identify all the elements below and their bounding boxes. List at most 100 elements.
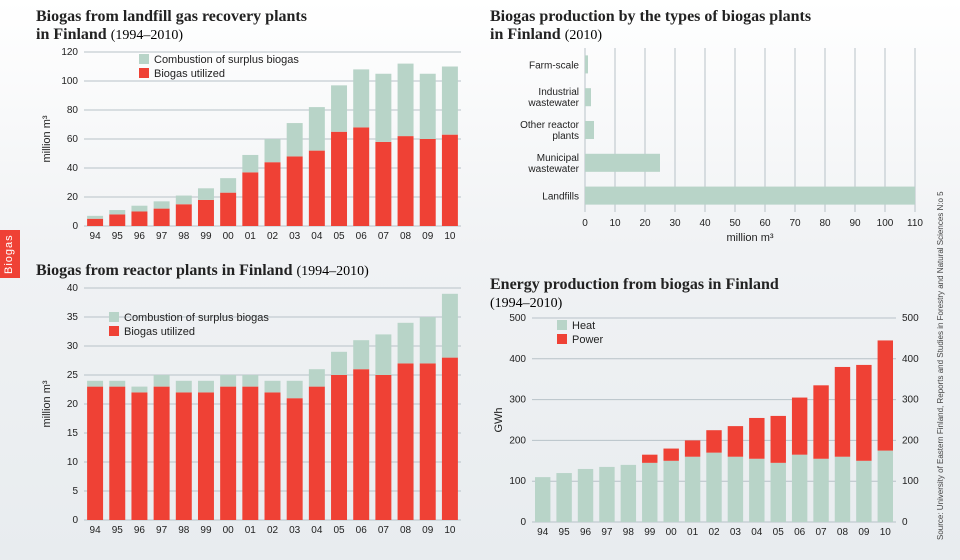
svg-text:09: 09 bbox=[858, 527, 870, 538]
svg-text:01: 01 bbox=[245, 525, 257, 536]
svg-text:03: 03 bbox=[289, 231, 301, 242]
svg-text:Industrial: Industrial bbox=[538, 87, 579, 98]
svg-text:15: 15 bbox=[67, 428, 79, 439]
chart-landfill: Biogas from landfill gas recovery plants… bbox=[36, 8, 466, 253]
svg-text:02: 02 bbox=[267, 525, 279, 536]
svg-text:98: 98 bbox=[178, 231, 190, 242]
svg-text:500: 500 bbox=[902, 313, 919, 324]
svg-text:94: 94 bbox=[537, 527, 549, 538]
svg-text:08: 08 bbox=[400, 231, 412, 242]
svg-text:plants: plants bbox=[552, 131, 579, 142]
chart-types: Biogas production by the types of biogas… bbox=[490, 8, 930, 253]
svg-text:98: 98 bbox=[623, 527, 635, 538]
chart2-title: Biogas from reactor plants in Finland bbox=[36, 262, 296, 279]
svg-text:400: 400 bbox=[509, 354, 526, 365]
chart2-range: (1994–2010) bbox=[296, 264, 368, 279]
svg-text:0: 0 bbox=[72, 221, 78, 232]
svg-text:Landfills: Landfills bbox=[542, 192, 579, 203]
svg-text:500: 500 bbox=[509, 313, 526, 324]
svg-text:10: 10 bbox=[67, 457, 79, 468]
svg-text:400: 400 bbox=[902, 354, 919, 365]
chart1-range: (1994–2010) bbox=[111, 28, 183, 43]
svg-text:97: 97 bbox=[156, 525, 168, 536]
svg-text:04: 04 bbox=[751, 527, 763, 538]
chart1-subtitle: in Finland bbox=[36, 26, 111, 43]
svg-text:05: 05 bbox=[333, 525, 345, 536]
chart1-svg: 020406080100120million m³949596979899000… bbox=[36, 44, 466, 244]
svg-text:96: 96 bbox=[134, 231, 146, 242]
svg-text:25: 25 bbox=[67, 370, 79, 381]
svg-text:97: 97 bbox=[156, 231, 168, 242]
chart-reactor: Biogas from reactor plants in Finland (1… bbox=[36, 262, 466, 552]
svg-text:wastewater: wastewater bbox=[527, 164, 579, 175]
svg-text:09: 09 bbox=[422, 525, 434, 536]
svg-text:96: 96 bbox=[580, 527, 592, 538]
svg-text:95: 95 bbox=[112, 525, 124, 536]
svg-text:08: 08 bbox=[837, 527, 849, 538]
svg-text:20: 20 bbox=[639, 218, 651, 229]
svg-text:95: 95 bbox=[112, 231, 124, 242]
svg-text:05: 05 bbox=[773, 527, 785, 538]
chart4-title: Energy production from biogas in Finland bbox=[490, 276, 779, 293]
svg-text:06: 06 bbox=[794, 527, 806, 538]
svg-text:70: 70 bbox=[789, 218, 801, 229]
svg-text:20: 20 bbox=[67, 399, 79, 410]
svg-text:07: 07 bbox=[378, 231, 390, 242]
svg-text:35: 35 bbox=[67, 312, 79, 323]
svg-text:09: 09 bbox=[422, 231, 434, 242]
svg-text:01: 01 bbox=[687, 527, 699, 538]
svg-text:04: 04 bbox=[311, 525, 323, 536]
svg-text:03: 03 bbox=[730, 527, 742, 538]
chart1-title: Biogas from landfill gas recovery plants bbox=[36, 8, 307, 25]
svg-text:02: 02 bbox=[267, 231, 279, 242]
svg-text:Power: Power bbox=[572, 334, 604, 346]
svg-text:95: 95 bbox=[559, 527, 571, 538]
svg-text:Municipal: Municipal bbox=[537, 153, 579, 164]
svg-text:06: 06 bbox=[356, 231, 368, 242]
svg-text:0: 0 bbox=[582, 218, 588, 229]
svg-text:10: 10 bbox=[444, 231, 456, 242]
svg-text:100: 100 bbox=[509, 476, 526, 487]
svg-text:million m³: million m³ bbox=[41, 380, 53, 427]
svg-text:07: 07 bbox=[815, 527, 827, 538]
svg-text:03: 03 bbox=[289, 525, 301, 536]
svg-text:200: 200 bbox=[509, 435, 526, 446]
svg-text:120: 120 bbox=[61, 47, 78, 58]
svg-text:0: 0 bbox=[520, 517, 526, 528]
svg-text:60: 60 bbox=[67, 134, 79, 145]
svg-text:01: 01 bbox=[245, 231, 257, 242]
svg-text:wastewater: wastewater bbox=[527, 98, 579, 109]
svg-text:30: 30 bbox=[669, 218, 681, 229]
svg-text:07: 07 bbox=[378, 525, 390, 536]
svg-text:30: 30 bbox=[67, 341, 79, 352]
chart4-range: (1994–2010) bbox=[490, 296, 562, 311]
svg-text:300: 300 bbox=[509, 395, 526, 406]
svg-text:100: 100 bbox=[877, 218, 894, 229]
svg-text:Biogas utilized: Biogas utilized bbox=[154, 68, 225, 80]
svg-text:Combustion of surplus biogas: Combustion of surplus biogas bbox=[124, 312, 269, 324]
sidebar-tab-biogas: Biogas bbox=[0, 230, 20, 278]
svg-text:Heat: Heat bbox=[572, 320, 595, 332]
svg-text:08: 08 bbox=[400, 525, 412, 536]
svg-text:110: 110 bbox=[907, 218, 923, 229]
svg-text:94: 94 bbox=[90, 525, 102, 536]
svg-text:300: 300 bbox=[902, 395, 919, 406]
chart3-subtitle: in Finland bbox=[490, 26, 565, 43]
svg-text:million m³: million m³ bbox=[726, 232, 773, 244]
svg-text:200: 200 bbox=[902, 435, 919, 446]
svg-text:05: 05 bbox=[333, 231, 345, 242]
svg-text:100: 100 bbox=[61, 76, 78, 87]
svg-text:10: 10 bbox=[880, 527, 892, 538]
svg-text:80: 80 bbox=[819, 218, 831, 229]
svg-text:94: 94 bbox=[90, 231, 102, 242]
svg-text:00: 00 bbox=[223, 525, 235, 536]
svg-text:40: 40 bbox=[699, 218, 711, 229]
svg-text:00: 00 bbox=[666, 527, 678, 538]
svg-text:99: 99 bbox=[644, 527, 656, 538]
svg-text:40: 40 bbox=[67, 283, 79, 294]
chart2-svg: 0510152025303540million m³94959697989900… bbox=[36, 280, 466, 538]
svg-text:02: 02 bbox=[708, 527, 720, 538]
svg-text:5: 5 bbox=[72, 486, 78, 497]
chart4-svg: 00100100200200300300400400500500GWh94959… bbox=[490, 312, 930, 540]
svg-text:0: 0 bbox=[72, 515, 78, 526]
